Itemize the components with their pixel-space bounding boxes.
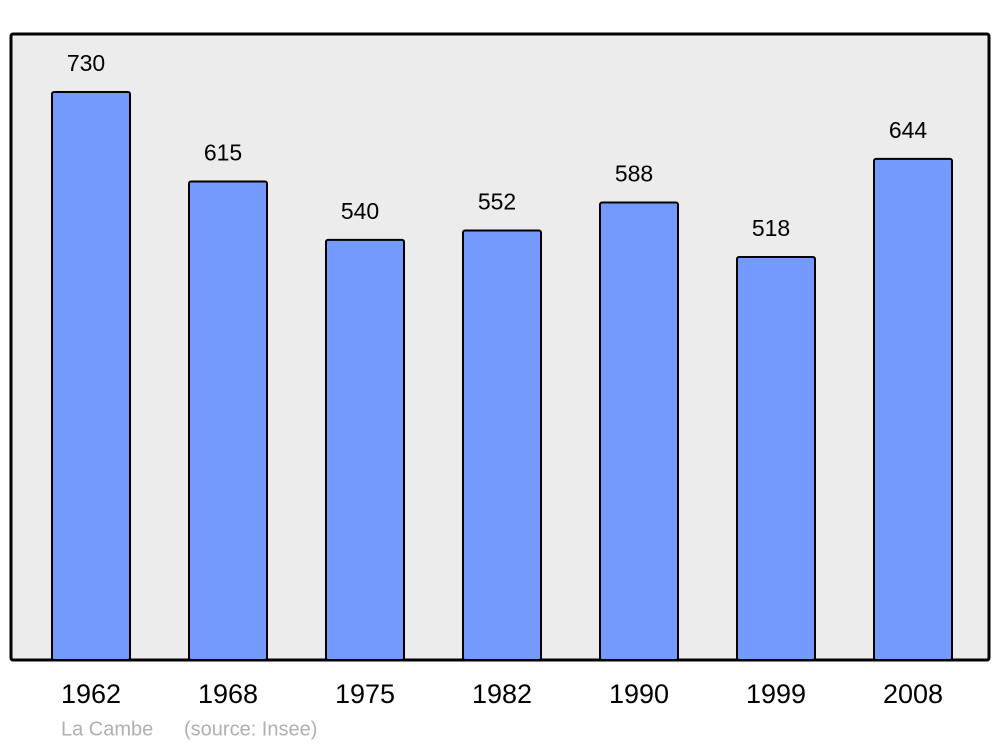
value-label: 644 [889,117,928,143]
x-tick-label: 1982 [472,679,532,709]
bar [325,238,405,662]
value-label: 615 [204,140,242,166]
bar [736,255,816,661]
bar [873,157,953,661]
x-tick-label: 1975 [335,679,395,709]
value-label: 588 [615,161,653,187]
value-label: 540 [341,198,379,224]
source-caption: (source: Insee) [184,718,317,740]
x-tick-label: 1962 [61,679,121,709]
bar [188,180,268,661]
value-label: 518 [752,215,790,241]
x-tick-label: 1990 [609,679,669,709]
x-tick-label: 2008 [883,679,943,709]
x-tick-label: 1999 [746,679,806,709]
bar [51,91,131,661]
place-caption: La Cambe [61,718,153,740]
x-tick-label: 1968 [198,679,258,709]
bar [462,229,542,661]
value-label: 730 [67,50,105,76]
bar [599,201,679,661]
value-label: 552 [478,189,516,215]
